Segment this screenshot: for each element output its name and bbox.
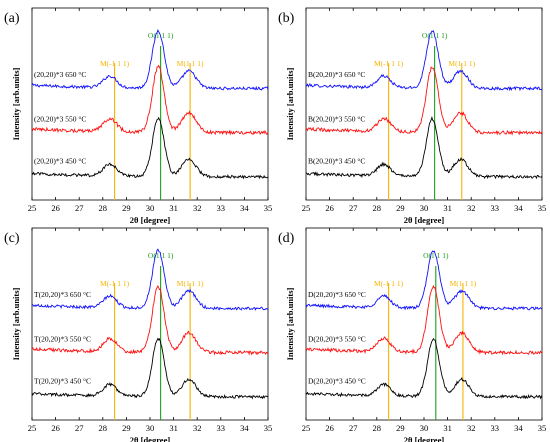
reference-line-label: M(-1 1 1) [374, 279, 404, 288]
x-tick-label: 34 [514, 203, 523, 213]
x-tick-label: 32 [193, 203, 202, 213]
reference-line-label: M(1 1 1) [450, 279, 477, 288]
series-line [305, 30, 543, 92]
y-axis-label: Intensity [arb.units] [11, 287, 21, 360]
x-tick-label: 32 [467, 203, 476, 213]
series-label: (20,20)*3 550 °C [34, 114, 86, 123]
x-tick-label: 32 [467, 423, 476, 433]
x-axis-label: 2θ [degree] [404, 215, 445, 225]
x-tick-label: 33 [217, 423, 226, 433]
x-tick-label: 33 [491, 203, 500, 213]
x-tick-label: 33 [217, 203, 226, 213]
x-tick-label: 31 [169, 423, 178, 433]
x-tick-label: 25 [302, 203, 311, 213]
y-axis-label: Intensity [arb.units] [11, 67, 21, 140]
reference-line-label: M(1 1 1) [448, 59, 475, 68]
x-tick-label: 26 [325, 423, 334, 433]
reference-line-label: M(-1 1 1) [374, 59, 404, 68]
x-tick-label: 32 [193, 423, 202, 433]
series-label: T(20,20)*3 550 °C [34, 334, 91, 343]
x-tick-label: 34 [240, 423, 249, 433]
series-label: D(20,20)*3 450 °C [308, 377, 366, 386]
series-line [305, 66, 543, 136]
series-label: T(20,20)*3 650 °C [34, 290, 91, 299]
series-label: D(20,20)*3 550 °C [308, 334, 366, 343]
x-tick-label: 35 [538, 423, 547, 433]
panel-label: (b) [278, 11, 295, 26]
series-label: B(20,20)*3 550 °C [308, 114, 365, 123]
series-line [31, 284, 269, 356]
x-tick-label: 33 [491, 423, 500, 433]
x-tick-label: 28 [373, 423, 382, 433]
x-tick-label: 30 [420, 423, 429, 433]
x-tick-label: 26 [51, 203, 60, 213]
x-tick-label: 27 [349, 203, 358, 213]
x-tick-label: 26 [325, 203, 334, 213]
series-line [305, 115, 543, 180]
x-tick-label: 31 [443, 203, 452, 213]
x-tick-label: 28 [373, 203, 382, 213]
x-tick-label: 29 [396, 423, 405, 433]
x-tick-label: 27 [349, 423, 358, 433]
x-tick-label: 30 [146, 203, 155, 213]
x-axis-label: 2θ [degree] [404, 435, 445, 442]
x-tick-label: 25 [28, 423, 37, 433]
x-tick-label: 30 [146, 423, 155, 433]
x-axis-label: 2θ [degree] [130, 435, 171, 442]
reference-line-label: M(1 1 1) [177, 59, 204, 68]
series-line [31, 64, 269, 136]
x-tick-label: 29 [122, 203, 131, 213]
x-tick-label: 29 [396, 203, 405, 213]
y-axis-label: Intensity [arb.units] [285, 67, 295, 140]
series-label: T(20,20)*3 450 °C [34, 377, 91, 386]
reference-line-label: M(1 1 1) [177, 279, 204, 288]
x-tick-label: 27 [75, 203, 84, 213]
series-line [305, 284, 543, 356]
chart-panel-d: (d) 25 26 27 28 29 30 31 32 33 34 35 2θ [degree] Inte… [278, 227, 547, 442]
series-line [31, 29, 269, 91]
series-label: D(20,20)*3 650 °C [308, 290, 366, 299]
chart-panel-c: (c) 25 26 27 28 29 30 31 32 33 34 35 2θ [degree] Inte… [4, 227, 273, 442]
x-tick-label: 28 [99, 203, 108, 213]
x-tick-label: 26 [51, 423, 60, 433]
series-line [305, 337, 543, 400]
series-label: B(20,20)*3 450 °C [308, 157, 365, 166]
series-line [31, 116, 269, 180]
x-tick-label: 29 [122, 423, 131, 433]
x-tick-label: 28 [99, 423, 108, 433]
reference-line-label: M(-1 1 1) [100, 59, 130, 68]
reference-line-label: M(-1 1 1) [100, 279, 130, 288]
x-tick-label: 31 [443, 423, 452, 433]
chart-panel-b: (b) 25 26 27 28 29 30 31 32 33 34 35 2θ [degree] Inte… [278, 7, 547, 225]
panel-label: (d) [278, 231, 295, 246]
series-label: B(20,20)*3 650 °C [308, 70, 365, 79]
series-label: (20,20)*3 650 °C [34, 70, 86, 79]
x-tick-label: 35 [538, 203, 547, 213]
x-tick-label: 27 [75, 423, 84, 433]
x-tick-label: 35 [264, 423, 273, 433]
series-label: (20,20)*3 450 °C [34, 157, 86, 166]
series-line [305, 250, 543, 311]
x-tick-label: 34 [514, 423, 523, 433]
y-axis-label: Intensity [arb.units] [285, 287, 295, 360]
x-tick-label: 30 [420, 203, 429, 213]
series-line [32, 248, 269, 311]
x-tick-label: 34 [240, 203, 249, 213]
panel-label: (a) [4, 11, 20, 26]
reference-line-label: O(1 1 1) [148, 31, 174, 40]
x-tick-label: 31 [169, 203, 178, 213]
x-tick-label: 35 [264, 203, 273, 213]
chart-panel-a: (a) 25 26 27 28 29 30 31 32 33 34 35 2θ [degree] Inte… [4, 7, 273, 225]
series-line [31, 337, 269, 400]
x-tick-label: 25 [28, 203, 37, 213]
x-tick-label: 25 [302, 423, 311, 433]
x-axis-label: 2θ [degree] [130, 215, 171, 225]
panel-label: (c) [4, 231, 20, 246]
